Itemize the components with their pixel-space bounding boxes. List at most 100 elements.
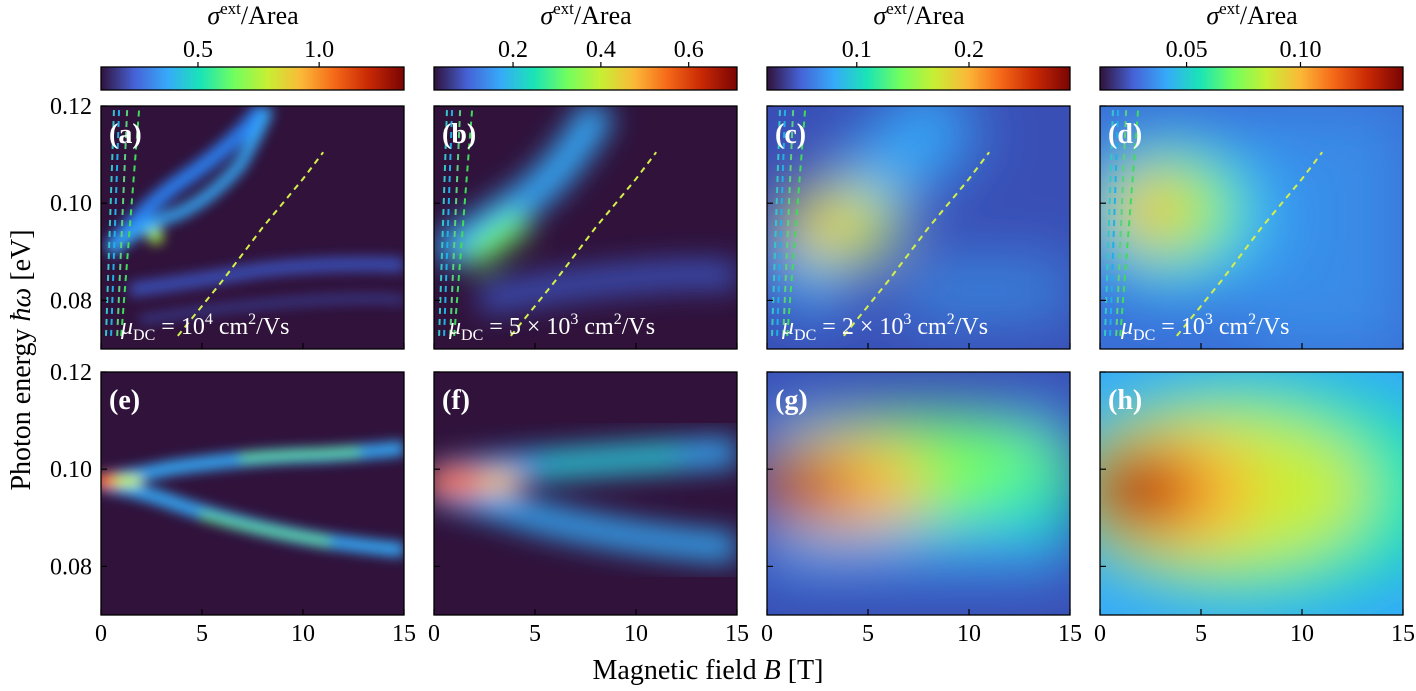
colorbar-2: σext/Area 0.2 0.4 0.6 [433,0,738,91]
colorbar-1-tick-label: 0.5 [183,37,213,63]
dashed-guide-2 [438,106,449,336]
x-tick-label: 0 [761,621,773,647]
y-tick-label: 0.12 [50,360,92,386]
dashed-guide-4 [782,106,795,336]
dashed-guide-2 [1104,106,1115,336]
x-tick-label: 5 [862,621,874,647]
y-tick-label: 0.08 [50,288,92,314]
colorbar-2-ticks: 0.2 0.4 0.6 [498,37,704,67]
dashed-guide-2 [771,106,782,336]
colorbar-3: σext/Area 0.1 0.2 [766,0,1071,91]
colorbar-3-title: σext/Area [873,0,965,30]
colorbar-3-ticks: 0.1 0.2 [842,37,984,67]
panel-d: (d) μDC = 103 cm2/Vs [1099,105,1404,350]
panel-g: (g) [766,371,1071,616]
x-tick-label: 5 [1195,621,1207,647]
panel-h-label: (h) [1108,385,1142,416]
x-tick-label: 15 [1391,621,1415,647]
x-tick-label: 5 [196,621,208,647]
panel-d-guides [1104,106,1323,337]
panel-g-frame [766,371,1071,616]
colorbar-3-bar [766,66,1071,91]
panel-c-annotation: μDC = 2 × 103 cm2/Vs [781,311,988,344]
dashed-guide-1 [177,151,324,337]
dashed-guide-2 [105,106,116,336]
panel-f-label: (f) [442,385,470,416]
colorbar-1-ticks: 0.5 1.0 [183,37,334,67]
colorbar-2-tick-label: 0.2 [498,37,528,63]
colorbar-4-title: σext/Area [1206,0,1298,30]
y-tick-label: 0.12 [50,94,92,120]
x-tick-label: 10 [957,621,981,647]
x-tick-label: 0 [1094,621,1106,647]
dashed-guide-3 [776,106,787,336]
dashed-guide-4 [449,106,462,336]
panel-h-frame [1099,371,1404,616]
panel-c-guides [771,106,990,337]
x-axis-title: Magnetic field B [T] [593,655,824,686]
colorbar-4-tick-label: 0.05 [1166,37,1208,63]
panel-b-frame [433,105,738,350]
panel-c-frame [766,105,1071,350]
panel-c: (c) μDC = 2 × 103 cm2/Vs [766,105,1071,350]
panel-a-annotation: μDC = 104 cm2/Vs [120,311,290,344]
dashed-guide-5 [1119,106,1140,336]
dashed-guide-3 [1109,106,1120,336]
dashed-guide-1 [843,151,990,337]
y-axis-title: Photon energy ħω [eV] [6,229,37,490]
colorbar-2-title: σext/Area [540,0,632,30]
dashed-guide-4 [1115,106,1128,336]
panel-c-label: (c) [775,119,806,150]
panel-b: (b) μDC = 5 × 103 cm2/Vs [433,105,738,350]
colorbar-2-tick-label: 0.6 [674,37,704,63]
colorbar-1-bar [100,66,405,91]
panel-d-label: (d) [1108,119,1142,150]
x-tick-label: 15 [1058,621,1082,647]
panel-f-frame [433,371,738,616]
colorbar-2-tick-label: 0.4 [586,37,616,63]
dashed-guide-3 [443,106,454,336]
colorbar-1: σext/Area 0.5 1.0 [100,0,405,91]
x-tick-label: 5 [529,621,541,647]
dashed-guide-5 [786,106,807,336]
panel-e: (e) [100,371,405,616]
x-tick-label: 10 [291,621,315,647]
colorbar-1-title: σext/Area [207,0,299,30]
y-tick-label: 0.10 [50,191,92,217]
panel-h: (h) [1099,371,1404,616]
panel-e-label: (e) [109,385,140,416]
colorbar-2-bar [433,66,738,91]
dashed-guide-5 [453,106,474,336]
x-tick-label: 0 [95,621,107,647]
x-tick-label: 15 [392,621,416,647]
panel-f: (f) [433,371,738,616]
panel-a-frame [100,105,405,350]
x-tick-label: 0 [428,621,440,647]
x-tick-label: 10 [624,621,648,647]
panel-b-annotation: μDC = 5 × 103 cm2/Vs [448,311,655,344]
colorbar-4-tick-label: 0.10 [1279,37,1321,63]
x-tick-label: 10 [1290,621,1314,647]
panel-d-annotation: μDC = 103 cm2/Vs [1120,311,1290,344]
colorbar-3-tick-label: 0.1 [842,37,872,63]
x-tick-label: 15 [725,621,749,647]
panel-a-label: (a) [109,119,142,150]
dashed-guide-3 [110,106,121,336]
dashed-guide-1 [510,151,657,337]
colorbar-4-bar [1099,66,1404,91]
panel-d-frame [1099,105,1404,350]
panel-g-label: (g) [775,385,808,416]
axis-ticks: 0.08 0.10 0.12 0.08 0.10 0.12 0 5 10 15 0 5 10 15 0 5 10… [50,94,1415,647]
colorbar-1-tick-label: 1.0 [304,37,334,63]
panel-a-guides [105,106,324,337]
panel-b-label: (b) [442,119,476,150]
panel-b-guides [438,106,657,337]
dashed-guide-5 [120,106,141,336]
y-tick-label: 0.08 [50,554,92,580]
panel-e-frame [100,371,405,616]
colorbar-3-tick-label: 0.2 [954,37,984,63]
colorbar-4-ticks: 0.05 0.10 [1166,37,1321,67]
dashed-guide-1 [1176,151,1323,337]
y-tick-label: 0.10 [50,457,92,483]
